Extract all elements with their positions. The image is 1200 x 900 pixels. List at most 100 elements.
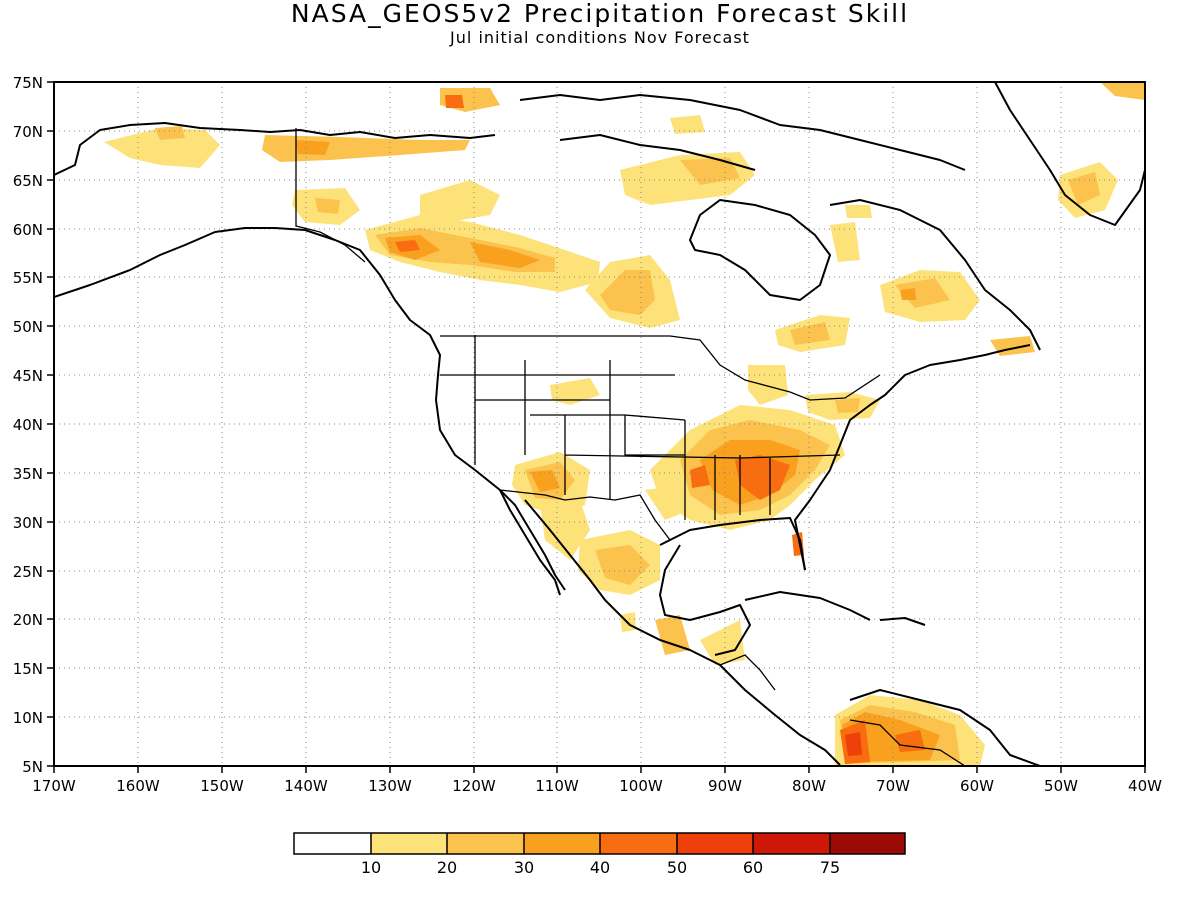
lon-label: 90W (708, 777, 742, 795)
colorbar-swatch (447, 833, 524, 854)
lon-label: 60W (960, 777, 994, 795)
coast-hudson-bay (689, 199, 831, 301)
colorbar-swatch (753, 833, 830, 854)
lon-label: 50W (1044, 777, 1078, 795)
skill-patch-texas (645, 485, 690, 520)
coast-mexico-west (524, 499, 841, 766)
skill-patch-colombia-peak (845, 732, 862, 756)
lon-labels: 170W 160W 150W 140W 130W 120W 110W 100W … (32, 777, 1162, 795)
lat-label: 10N (13, 709, 43, 727)
colorbar-label: 50 (667, 858, 687, 877)
skill-patch-mexico-south (655, 615, 690, 655)
lat-label: 15N (13, 660, 43, 678)
border-state-lines (440, 335, 841, 520)
coast-hispaniola (879, 617, 926, 626)
coast-east (794, 344, 1031, 571)
lat-label: 65N (13, 172, 43, 190)
skill-patch-yukon-interior-core (315, 198, 340, 214)
skill-patch-bc-alberta-core2 (470, 242, 540, 268)
skill-patch-quebec-core (895, 278, 950, 308)
coastlines (54, 82, 1145, 766)
skill-patch-northeast-core (835, 398, 860, 413)
colorbar: 10 20 30 40 50 60 75 (293, 832, 906, 877)
lon-label: 100W (619, 777, 663, 795)
colorbar-swatch (524, 833, 600, 854)
skill-patch-ontario-north-core (790, 322, 830, 345)
lon-label: 160W (116, 777, 160, 795)
coast-labrador (829, 199, 1041, 351)
lon-label: 110W (535, 777, 579, 795)
skill-patch-nunavut-core (680, 158, 740, 185)
skill-patch-arizona-core (530, 470, 560, 492)
skill-patch-baffin (670, 115, 705, 134)
lat-label: 25N (13, 563, 43, 581)
coast-arctic-islands (519, 94, 966, 171)
skill-patch-great-lakes (748, 365, 788, 405)
skill-patch-mexico-central-core (595, 545, 650, 585)
coast-alaska (54, 227, 566, 591)
lat-label: 35N (13, 465, 43, 483)
coast-alaska-north (54, 122, 496, 176)
lat-label: 60N (13, 221, 43, 239)
colorbar-label: 20 (437, 858, 457, 877)
lat-label: 20N (13, 611, 43, 629)
skill-patch-bc-alberta-peak (395, 240, 420, 252)
colorbar-swatch (677, 833, 753, 854)
lat-label: 30N (13, 514, 43, 532)
skill-patch-hudson-east (830, 222, 860, 262)
lon-label: 80W (792, 777, 826, 795)
colorbar-label: 60 (743, 858, 763, 877)
coast-venezuela (849, 689, 1041, 766)
coast-gulf (659, 544, 751, 656)
colorbar-swatch (294, 833, 371, 854)
lat-label: 5N (22, 758, 43, 776)
political-borders (295, 128, 966, 766)
skill-patch-manitoba-core (600, 270, 655, 315)
skill-patch-greenland-south-core (1068, 172, 1100, 205)
skill-patch-nwt (420, 180, 500, 222)
border-us-canada (440, 335, 881, 401)
lat-label: 55N (13, 269, 43, 287)
coast-cuba (744, 591, 871, 621)
lat-labels: 75N 70N 65N 60N 55N 50N 45N 40N 35N 30N … (13, 74, 43, 776)
colorbar-swatch (371, 833, 447, 854)
lon-label: 140W (284, 777, 328, 795)
skill-patch-ellesmere-core (445, 95, 464, 108)
coast-arctic-islands-2 (559, 134, 756, 171)
border-central-america (719, 654, 776, 691)
skill-patch-alaska-north (104, 128, 220, 168)
lon-label: 130W (368, 777, 412, 795)
skill-patch-alaska-north-core (155, 126, 185, 140)
skill-patch-quebec-peak (900, 288, 916, 300)
chart-subtitle: Jul initial conditions Nov Forecast (450, 28, 750, 47)
axis-ticks (47, 81, 1146, 773)
gridlines (54, 82, 1145, 766)
colorbar-label: 10 (361, 858, 381, 877)
skill-patch-venezuela (895, 730, 925, 752)
colorbar-swatch (830, 833, 905, 854)
lon-label: 40W (1128, 777, 1162, 795)
coast-baja (499, 489, 561, 596)
border-south-america (849, 719, 966, 766)
colorbar-swatch (600, 833, 677, 854)
coast-greenland (994, 82, 1145, 226)
skill-patch-southeast-peak (735, 455, 790, 500)
colorbar-label: 75 (820, 858, 840, 877)
colorbar-label: 30 (514, 858, 534, 877)
skill-patch-southeast-peak2 (690, 465, 710, 488)
lat-label: 75N (13, 74, 43, 92)
skill-patch-hudson-islands (845, 205, 872, 218)
border-alaska-canada (295, 128, 366, 263)
lon-label: 170W (32, 777, 76, 795)
chart-title: NASA_GEOS5v2 Precipitation Forecast Skil… (290, 0, 910, 28)
border-us-mexico (499, 489, 671, 541)
colorbar-label: 40 (590, 858, 610, 877)
lat-label: 70N (13, 123, 43, 141)
lon-label: 120W (452, 777, 496, 795)
skill-patch-yukon-core (295, 140, 330, 155)
lat-label: 45N (13, 367, 43, 385)
skill-patch-mexico-west (540, 500, 590, 560)
skill-patch-central-america (700, 620, 745, 665)
lon-label: 150W (200, 777, 244, 795)
